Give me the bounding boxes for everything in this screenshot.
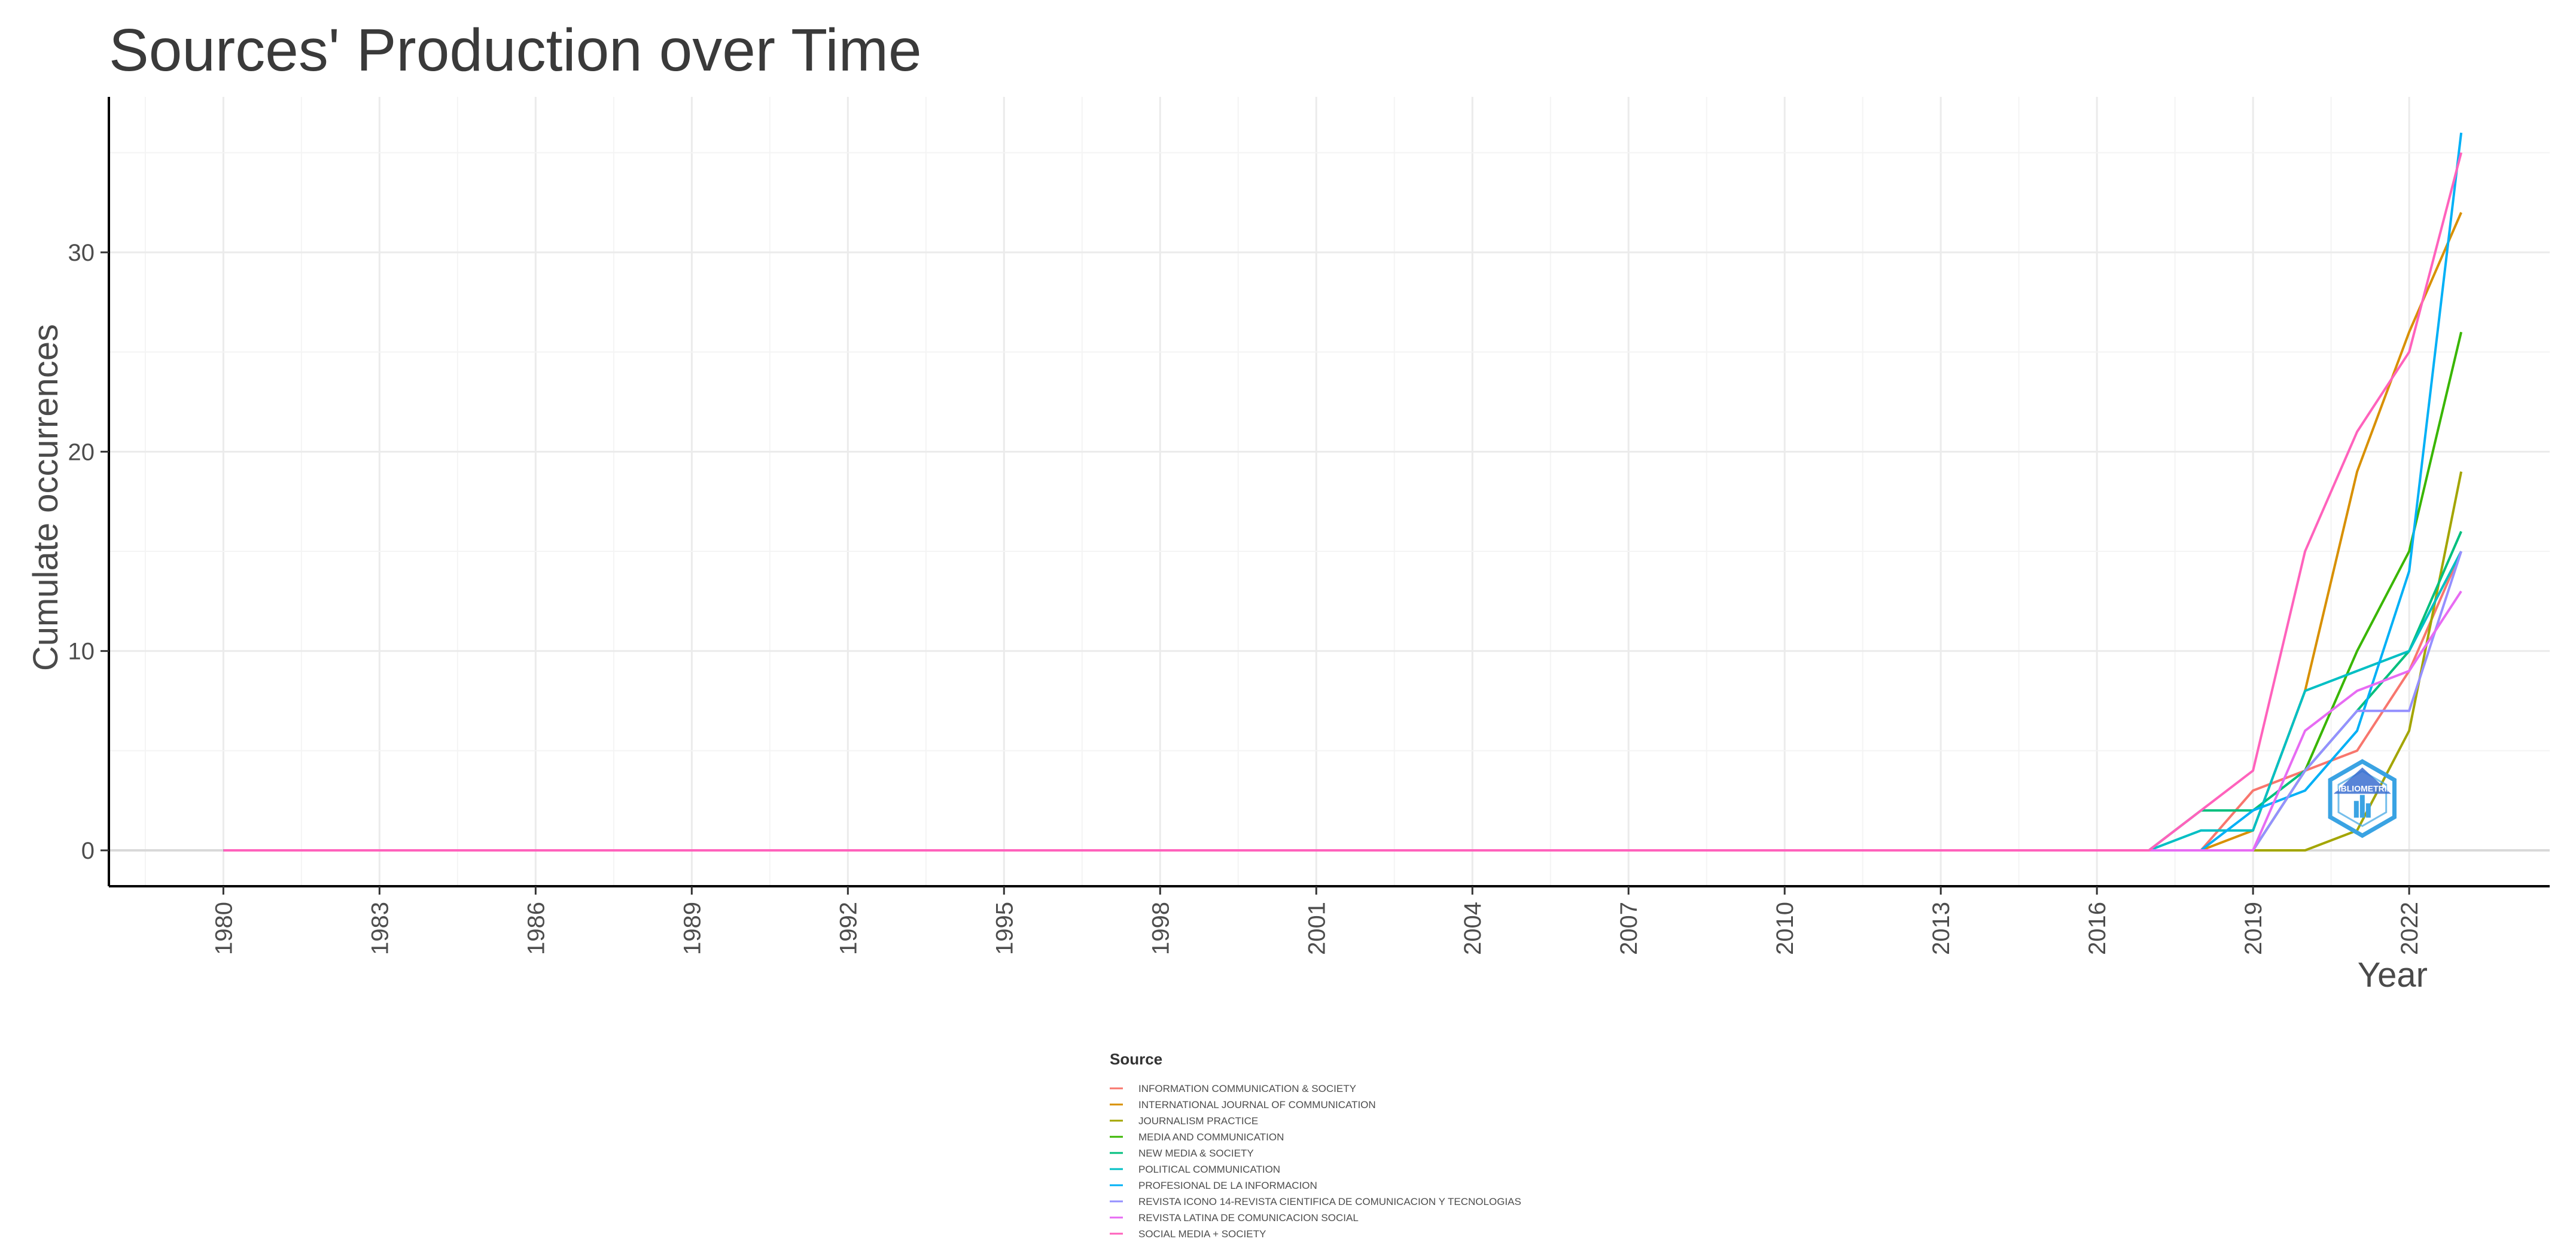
legend-label: NEW MEDIA & SOCIETY bbox=[1138, 1148, 1254, 1159]
axes bbox=[108, 97, 2550, 887]
x-tick-label: 1992 bbox=[835, 902, 861, 955]
chart-title: Sources' Production over Time bbox=[109, 17, 922, 84]
series-line bbox=[223, 551, 2462, 852]
logo-peak bbox=[2333, 767, 2391, 794]
legend: Source INFORMATION COMMUNICATION & SOCIE… bbox=[1110, 1050, 1521, 1240]
logo-bar bbox=[2359, 795, 2365, 818]
series-line bbox=[223, 132, 2463, 852]
legend-label: INTERNATIONAL JOURNAL OF COMMUNICATION bbox=[1138, 1099, 1376, 1110]
legend-title: Source bbox=[1110, 1050, 1162, 1068]
x-tick-label: 1989 bbox=[679, 902, 705, 955]
grid-lines bbox=[109, 97, 2550, 886]
series-line bbox=[223, 551, 2463, 852]
logo-bars bbox=[2353, 795, 2371, 818]
y-tick-label: 20 bbox=[68, 439, 95, 465]
x-tick-label: 2004 bbox=[1460, 902, 1486, 955]
series-line bbox=[223, 471, 2463, 852]
legend-label: JOURNALISM PRACTICE bbox=[1138, 1115, 1258, 1127]
x-tick-label: 2007 bbox=[1616, 902, 1642, 955]
y-tick-label: 10 bbox=[68, 639, 95, 665]
logo-bar bbox=[2365, 803, 2371, 818]
legend-label: REVISTA ICONO 14-REVISTA CIENTIFICA DE C… bbox=[1138, 1196, 1521, 1207]
x-tick-label: 2001 bbox=[1304, 902, 1330, 955]
bibliometrix-logo-icon: BIBLIOMETRIX bbox=[2328, 759, 2397, 838]
x-tick-label: 2010 bbox=[1772, 902, 1798, 955]
legend-label: MEDIA AND COMMUNICATION bbox=[1138, 1131, 1284, 1143]
x-tick-label: 1995 bbox=[991, 902, 1018, 955]
logo-hexagon-inner bbox=[2337, 770, 2388, 828]
series-line bbox=[223, 551, 2462, 852]
series-line bbox=[223, 331, 2463, 852]
x-tick-label: 1983 bbox=[367, 902, 393, 955]
legend-label: SOCIAL MEDIA + SOCIETY bbox=[1138, 1228, 1266, 1240]
series-line bbox=[223, 530, 2462, 852]
x-tick-label: 1986 bbox=[523, 902, 549, 955]
y-axis-title: Cumulate occurrences bbox=[26, 324, 65, 671]
y-tick-label: 30 bbox=[68, 240, 95, 266]
x-axis-title: Year bbox=[2358, 956, 2428, 994]
logo-hexagon-outer bbox=[2328, 759, 2397, 838]
legend-label: POLITICAL COMMUNICATION bbox=[1138, 1164, 1280, 1175]
x-tick-label: 2019 bbox=[2240, 902, 2267, 955]
x-tick-label: 2016 bbox=[2084, 902, 2111, 955]
x-tick-label: 2022 bbox=[2397, 902, 2423, 955]
series-line bbox=[223, 152, 2463, 852]
legend-label: INFORMATION COMMUNICATION & SOCIETY bbox=[1138, 1083, 1356, 1094]
legend-label: PROFESIONAL DE LA INFORMACION bbox=[1138, 1180, 1317, 1191]
logo-text: BIBLIOMETRIX bbox=[2333, 783, 2393, 793]
series-lines bbox=[223, 132, 2463, 852]
legend-label: REVISTA LATINA DE COMUNICACION SOCIAL bbox=[1138, 1212, 1359, 1224]
y-tick-label: 0 bbox=[81, 838, 95, 864]
axis-ticks: 1980 1983 1986 1989 1992 1995 1998 2001 2004 2007… bbox=[68, 240, 2423, 955]
x-tick-label: 2013 bbox=[1928, 902, 1954, 955]
logo-bar bbox=[2353, 801, 2359, 818]
x-tick-label: 1998 bbox=[1147, 902, 1174, 955]
x-tick-label: 1980 bbox=[211, 902, 237, 955]
series-line bbox=[223, 212, 2462, 852]
series-line bbox=[223, 590, 2462, 852]
